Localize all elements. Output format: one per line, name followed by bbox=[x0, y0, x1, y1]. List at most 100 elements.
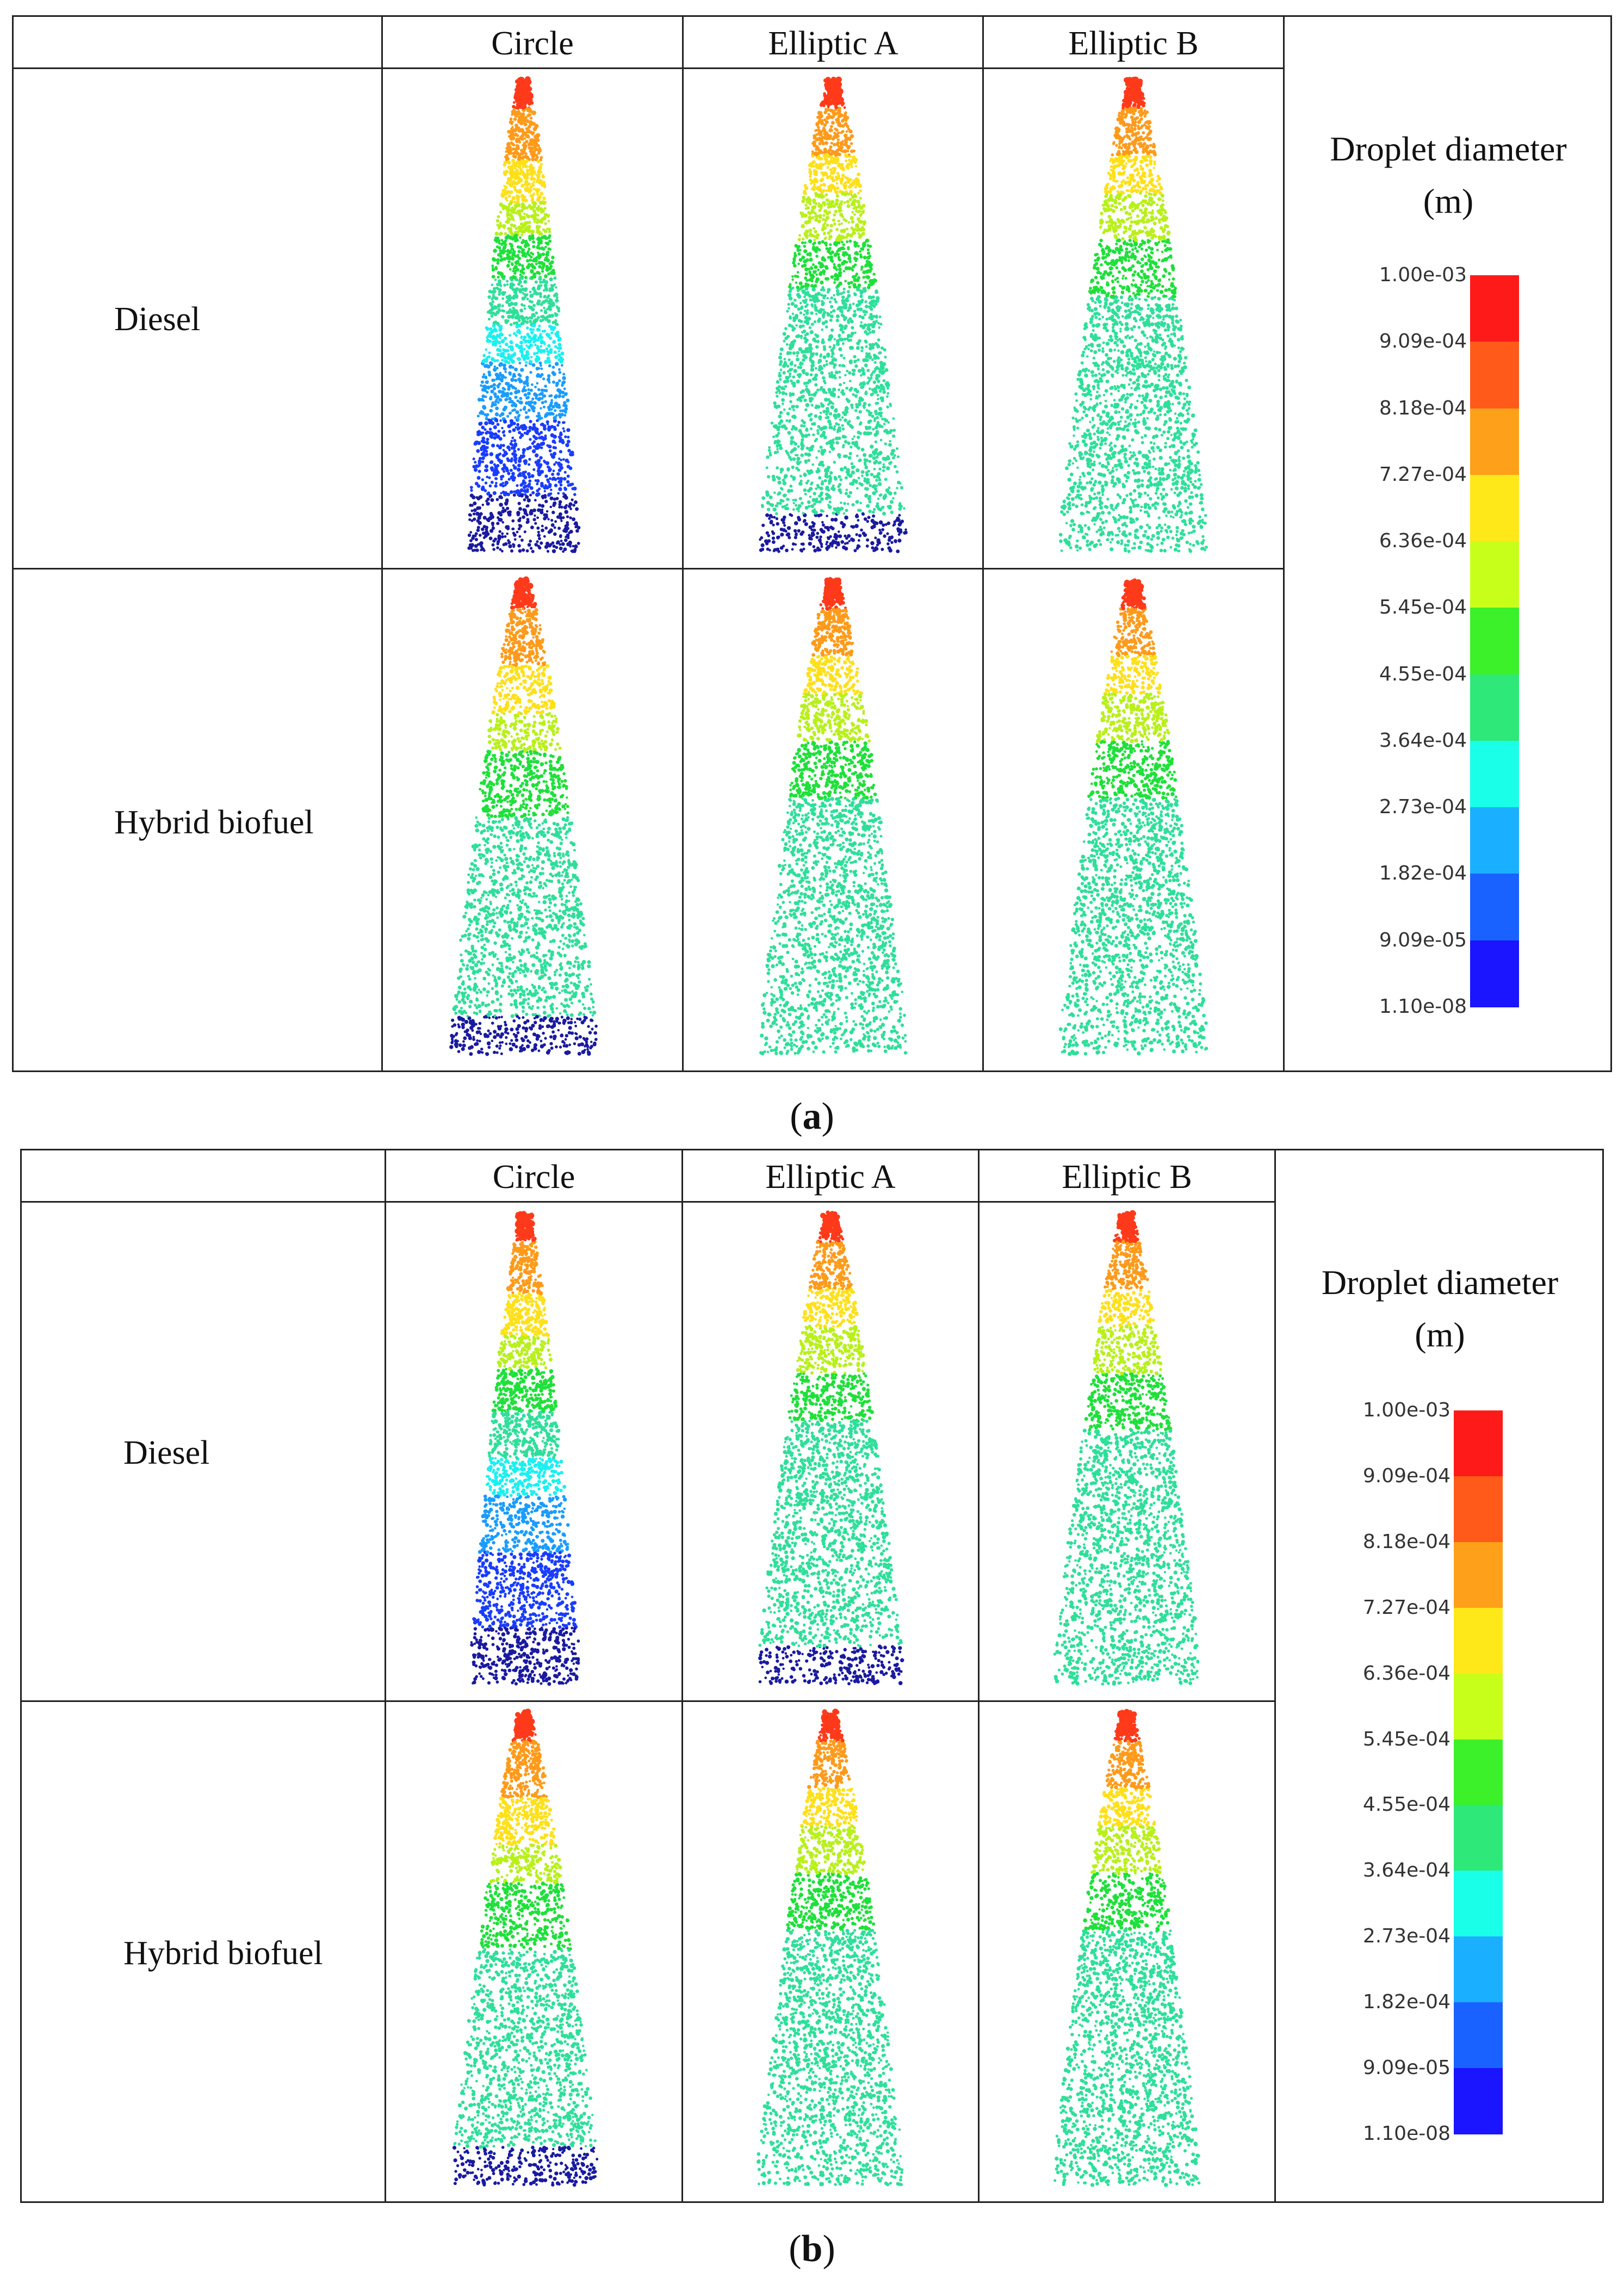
colorbar-band bbox=[1470, 807, 1519, 875]
colorbar-ticks: 1.00e-03 9.09e-04 8.18e-04 7.27e-04 6.36e-04… bbox=[1324, 1401, 1451, 2144]
spray-particles bbox=[467, 76, 581, 553]
column-header-elliptic-a: Elliptic A bbox=[683, 1160, 978, 1194]
spray-image bbox=[759, 577, 908, 1056]
legend-title: Droplet diameter (m) bbox=[1276, 1256, 1604, 1361]
colorbar-band bbox=[1454, 1607, 1503, 1674]
colorbar-tick-label: 1.00e-03 bbox=[1379, 265, 1467, 285]
colorbar-tick-label: 4.55e-04 bbox=[1363, 1795, 1451, 1815]
legend-title: Droplet diameter (m) bbox=[1285, 123, 1612, 227]
legend-title-line2: (m) bbox=[1285, 175, 1612, 227]
column-header-elliptic-a: Elliptic A bbox=[684, 27, 983, 60]
colorbar-band bbox=[1470, 275, 1519, 343]
grid-line bbox=[14, 67, 1283, 69]
spray-particles bbox=[449, 576, 598, 1056]
spray-image bbox=[759, 76, 908, 553]
grid-line bbox=[682, 17, 684, 1070]
spray-image bbox=[470, 1211, 580, 1686]
colorbar-tick-label: 8.18e-04 bbox=[1379, 398, 1467, 418]
colorbar-tick-label: 5.45e-04 bbox=[1379, 598, 1467, 617]
grid-line bbox=[982, 17, 984, 1070]
caption-a: (a) bbox=[0, 1098, 1624, 1136]
colorbar-band bbox=[1470, 940, 1519, 1007]
colorbar-tick-label: 7.27e-04 bbox=[1363, 1598, 1451, 1618]
colorbar-band bbox=[1470, 408, 1519, 475]
column-header-elliptic-b: Elliptic B bbox=[980, 1160, 1274, 1194]
colorbar-band bbox=[1470, 874, 1519, 941]
colorbar-tick-label: 6.36e-04 bbox=[1379, 531, 1467, 551]
spray-particles bbox=[470, 1211, 580, 1686]
spray-image bbox=[1053, 1709, 1201, 2187]
colorbar-tick-label: 4.55e-04 bbox=[1379, 664, 1467, 684]
colorbar-band bbox=[1454, 1739, 1503, 1806]
column-header-circle: Circle bbox=[386, 1160, 681, 1194]
colorbar-band bbox=[1454, 1542, 1503, 1608]
colorbar-ticks: 1.00e-03 9.09e-04 8.18e-04 7.27e-04 6.36e-04… bbox=[1341, 265, 1467, 1017]
column-header-circle: Circle bbox=[383, 27, 682, 60]
colorbar-tick-label: 2.73e-04 bbox=[1363, 1927, 1451, 1946]
colorbar-band bbox=[1470, 608, 1519, 675]
grid-line bbox=[978, 1150, 980, 2201]
colorbar-band bbox=[1454, 1410, 1503, 1477]
spray-particles bbox=[1053, 1210, 1200, 1686]
colorbar-band bbox=[1470, 342, 1519, 409]
grid-line bbox=[14, 568, 1283, 570]
colorbar-tick-label: 9.09e-04 bbox=[1379, 332, 1467, 351]
row-label-hybrid-biofuel: Hybrid biofuel bbox=[114, 806, 314, 839]
column-header-elliptic-b: Elliptic B bbox=[984, 27, 1283, 60]
legend-title-line1: Droplet diameter bbox=[1276, 1256, 1604, 1309]
spray-particles bbox=[1058, 578, 1208, 1056]
colorbar-tick-label: 2.73e-04 bbox=[1379, 797, 1467, 817]
colorbar bbox=[1454, 1410, 1503, 2134]
spray-particles bbox=[1053, 1709, 1201, 2187]
colorbar-band bbox=[1454, 1936, 1503, 2003]
colorbar-tick-label: 8.18e-04 bbox=[1363, 1532, 1451, 1552]
colorbar-tick-label: 9.09e-05 bbox=[1379, 930, 1467, 950]
colorbar-tick-label: 9.09e-05 bbox=[1363, 2058, 1451, 2078]
spray-image bbox=[452, 1709, 599, 2187]
spray-image bbox=[449, 576, 598, 1056]
figure-a: Circle Elliptic A Elliptic B Diesel Hybr… bbox=[12, 15, 1612, 1072]
spray-particles bbox=[757, 1709, 904, 2187]
colorbar-tick-label: 1.82e-04 bbox=[1379, 864, 1467, 883]
grid-line bbox=[385, 1150, 386, 2201]
spray-particles bbox=[1058, 76, 1208, 553]
colorbar-band bbox=[1470, 740, 1519, 808]
grid-line bbox=[681, 1150, 683, 2201]
colorbar-tick-label: 1.10e-08 bbox=[1379, 997, 1467, 1017]
colorbar-tick-label: 9.09e-04 bbox=[1363, 1466, 1451, 1486]
colorbar-tick-label: 3.64e-04 bbox=[1379, 731, 1467, 751]
row-label-hybrid-biofuel: Hybrid biofuel bbox=[123, 1936, 323, 1970]
grid-line bbox=[22, 1700, 1274, 1702]
spray-particles bbox=[759, 577, 908, 1056]
row-label-diesel: Diesel bbox=[114, 302, 200, 336]
grid-line bbox=[1274, 1150, 1276, 2201]
caption-b: (b) bbox=[0, 2230, 1624, 2268]
legend-title-line2: (m) bbox=[1276, 1309, 1604, 1361]
grid-line bbox=[381, 17, 383, 1070]
colorbar-tick-label: 1.00e-03 bbox=[1363, 1401, 1451, 1420]
colorbar-band bbox=[1454, 1476, 1503, 1543]
colorbar-band bbox=[1454, 2068, 1503, 2134]
spray-image bbox=[1058, 76, 1208, 553]
colorbar-band bbox=[1454, 2002, 1503, 2069]
spray-image bbox=[467, 76, 581, 553]
colorbar-tick-label: 1.82e-04 bbox=[1363, 1992, 1451, 2012]
colorbar-band bbox=[1454, 1673, 1503, 1740]
spray-particles bbox=[758, 1210, 904, 1686]
colorbar-tick-label: 5.45e-04 bbox=[1363, 1729, 1451, 1749]
caption-letter: a bbox=[803, 1095, 822, 1137]
colorbar-band bbox=[1470, 474, 1519, 542]
legend-title-line1: Droplet diameter bbox=[1285, 123, 1612, 175]
colorbar bbox=[1470, 275, 1519, 1007]
row-label-diesel: Diesel bbox=[123, 1436, 209, 1470]
grid-line bbox=[22, 1201, 1274, 1203]
colorbar-band bbox=[1454, 1871, 1503, 1938]
spray-image bbox=[758, 1210, 904, 1686]
colorbar-band bbox=[1470, 541, 1519, 609]
grid-line bbox=[1283, 17, 1285, 1070]
colorbar-tick-label: 6.36e-04 bbox=[1363, 1663, 1451, 1683]
spray-image bbox=[757, 1709, 904, 2187]
caption-letter: b bbox=[802, 2228, 823, 2270]
colorbar-band bbox=[1454, 1805, 1503, 1872]
colorbar-tick-label: 1.10e-08 bbox=[1363, 2124, 1451, 2144]
